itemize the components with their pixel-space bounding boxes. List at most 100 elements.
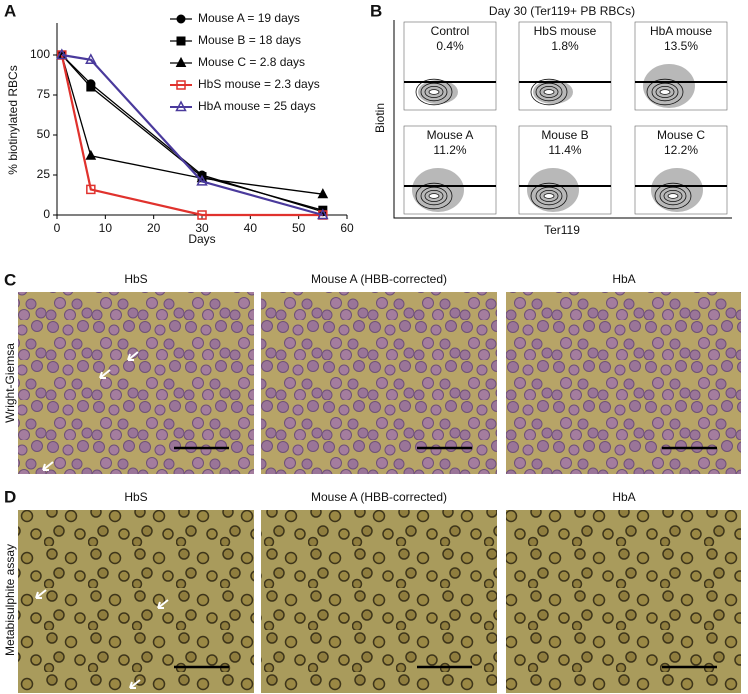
arrow bbox=[99, 369, 111, 379]
flow-contour bbox=[646, 78, 684, 106]
flow-label-box bbox=[414, 24, 486, 54]
flow-label: Mouse C bbox=[657, 128, 705, 142]
flow-contour bbox=[535, 82, 563, 102]
series-line bbox=[61, 53, 324, 217]
flow-label-box bbox=[645, 128, 717, 158]
micrograph-title: HbA bbox=[612, 490, 635, 504]
flow-contour bbox=[659, 186, 687, 206]
point bbox=[175, 56, 187, 67]
point bbox=[196, 174, 208, 186]
series-line bbox=[61, 54, 323, 195]
flow-axes bbox=[393, 20, 732, 219]
micrograph-title: Mouse A (HBB-corrected) bbox=[311, 490, 447, 504]
flow-contour bbox=[663, 189, 683, 202]
y-tick-label: 0 bbox=[43, 207, 50, 221]
flow-label-box bbox=[529, 24, 601, 54]
flow-label: Mouse B bbox=[541, 128, 588, 142]
micrograph bbox=[261, 510, 497, 693]
micrograph bbox=[506, 510, 741, 693]
arrow bbox=[157, 599, 169, 609]
legend-label: Mouse C = 2.8 days bbox=[198, 55, 305, 69]
flow-label: HbS mouse bbox=[534, 24, 597, 38]
micrograph bbox=[18, 510, 254, 693]
point bbox=[176, 80, 186, 90]
micrograph bbox=[18, 292, 254, 474]
micrograph-title: HbA bbox=[612, 272, 635, 286]
point bbox=[85, 53, 97, 65]
flow-contour bbox=[535, 186, 563, 206]
x-tick-label: 40 bbox=[244, 221, 258, 235]
point bbox=[56, 48, 68, 60]
micrograph bbox=[506, 292, 741, 474]
flow-cloud bbox=[527, 168, 579, 212]
flow-label-box bbox=[645, 24, 717, 54]
legend-label: Mouse A = 19 days bbox=[198, 11, 300, 25]
arrow bbox=[127, 351, 139, 361]
flow-contour bbox=[667, 193, 679, 199]
flow-contour bbox=[428, 193, 440, 199]
point bbox=[197, 210, 207, 220]
flow-contour bbox=[543, 193, 555, 199]
flow-contour bbox=[530, 78, 568, 106]
series-line bbox=[60, 54, 323, 217]
flow-value: 11.4% bbox=[548, 143, 581, 157]
y-tick-label: 100 bbox=[30, 47, 50, 61]
axes bbox=[56, 23, 347, 216]
point bbox=[85, 149, 97, 160]
x-tick-label: 20 bbox=[147, 221, 161, 235]
stain-label: Metabisulphite assay bbox=[3, 544, 17, 656]
flow-x-label: Ter119 bbox=[544, 223, 580, 237]
flow-contour bbox=[543, 89, 555, 95]
flow-label-box bbox=[529, 128, 601, 158]
panel-label: B bbox=[370, 1, 382, 20]
arrow bbox=[129, 679, 141, 689]
arrow bbox=[35, 589, 47, 599]
micrograph-title: Mouse A (HBB-corrected) bbox=[311, 272, 447, 286]
flow-contour bbox=[659, 89, 671, 95]
y-tick-label: 75 bbox=[37, 87, 51, 101]
flow-contour bbox=[420, 186, 448, 206]
x-tick-label: 50 bbox=[292, 221, 306, 235]
flow-contour bbox=[651, 82, 679, 102]
flow-label-box bbox=[414, 128, 486, 158]
flow-contour bbox=[420, 82, 448, 102]
panel-label: D bbox=[4, 487, 16, 506]
flow-cloud bbox=[643, 64, 695, 108]
x-tick-label: 60 bbox=[340, 221, 354, 235]
x-tick-label: 10 bbox=[99, 221, 113, 235]
point bbox=[317, 208, 329, 220]
flow-contour bbox=[539, 189, 559, 202]
flow-contour bbox=[530, 182, 568, 210]
flow-value: 11.2% bbox=[433, 143, 466, 157]
panel-label: C bbox=[4, 270, 16, 289]
legend-label: Mouse B = 18 days bbox=[198, 33, 301, 47]
point bbox=[175, 100, 187, 112]
flow-label: Mouse A bbox=[427, 128, 474, 142]
flow-contour bbox=[424, 189, 444, 202]
x-axis-label: Days bbox=[188, 232, 215, 246]
flow-title: Day 30 (Ter119+ PB RBCs) bbox=[489, 4, 635, 18]
series-line bbox=[61, 54, 324, 211]
point bbox=[317, 188, 329, 199]
point bbox=[86, 82, 96, 92]
stain-label: Wright-Giemsa bbox=[3, 343, 17, 423]
y-tick-label: 25 bbox=[37, 167, 51, 181]
legend-label: HbA mouse = 25 days bbox=[198, 99, 316, 113]
flow-value: 1.8% bbox=[551, 39, 579, 53]
point bbox=[176, 36, 186, 46]
x-tick-label: 0 bbox=[54, 221, 61, 235]
flow-contour bbox=[415, 78, 453, 106]
flow-cloud bbox=[412, 168, 464, 212]
flow-y-label: Biotin bbox=[373, 103, 387, 133]
flow-value: 12.2% bbox=[664, 143, 698, 157]
flow-cloud bbox=[651, 168, 703, 212]
legend-label: HbS mouse = 2.3 days bbox=[198, 77, 320, 91]
panel-label: A bbox=[4, 1, 16, 20]
point bbox=[86, 184, 96, 195]
flow-contour bbox=[415, 182, 453, 210]
micrograph-title: HbS bbox=[124, 490, 147, 504]
arrow bbox=[42, 461, 54, 471]
point bbox=[176, 14, 186, 24]
